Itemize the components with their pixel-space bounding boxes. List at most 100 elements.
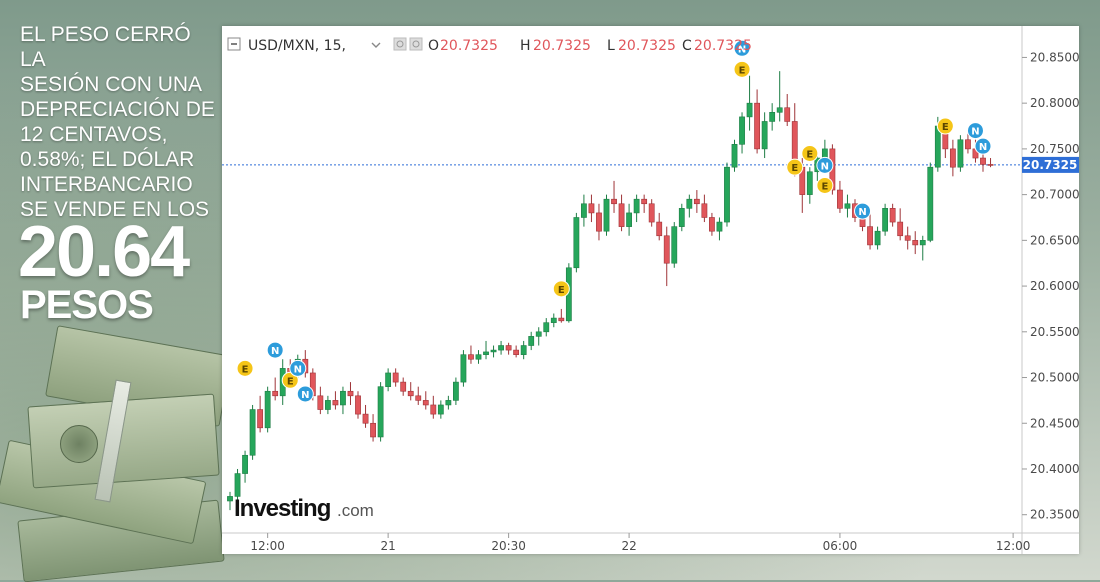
candle xyxy=(422,391,429,410)
price-tag-label: 20.7325 xyxy=(1023,158,1078,172)
candle xyxy=(249,404,256,460)
headline-line: INTERBANCARIO xyxy=(20,173,193,196)
candle xyxy=(355,391,361,419)
event-badge-circle xyxy=(816,156,834,174)
candle-body xyxy=(987,164,994,166)
candle xyxy=(678,203,685,232)
candle-body xyxy=(641,198,648,205)
candle-body xyxy=(475,354,482,360)
candle xyxy=(716,217,723,241)
candle xyxy=(837,180,843,213)
candle xyxy=(234,468,241,506)
event-badge-letter: E xyxy=(287,376,294,387)
candle xyxy=(498,340,504,355)
candle xyxy=(656,212,663,241)
event-badge-circle xyxy=(936,117,954,135)
news-event-badge[interactable]: N xyxy=(854,202,872,220)
candle xyxy=(889,203,896,227)
money-stack-illustration xyxy=(0,320,232,582)
candle xyxy=(392,368,399,387)
candle-body xyxy=(317,395,324,410)
candlestick-chart[interactable]: 20.3500 20.4000 20.4500 20.5000 20.5500 20.60… xyxy=(222,26,1079,554)
low-label: L xyxy=(607,38,615,54)
y-tick-label: 20.4000 xyxy=(1030,462,1079,476)
candle xyxy=(724,162,730,227)
news-event-badge[interactable]: N xyxy=(974,137,992,155)
candle xyxy=(987,158,994,168)
news-event-badge[interactable]: N xyxy=(966,122,984,140)
candle xyxy=(347,382,354,405)
open-label: O xyxy=(428,38,439,54)
candle xyxy=(490,345,497,358)
earnings-event-badge[interactable]: E xyxy=(733,60,751,78)
candle xyxy=(370,414,376,442)
candle-body xyxy=(626,212,632,227)
earnings-event-badge[interactable]: E xyxy=(816,176,834,194)
candle xyxy=(633,194,640,223)
candle xyxy=(874,226,881,250)
earnings-event-badge[interactable]: E xyxy=(936,117,954,135)
candle-body xyxy=(453,381,459,401)
y-tick-label: 20.3500 xyxy=(1030,508,1079,522)
candle-body xyxy=(927,166,934,241)
watermark-suffix: .com xyxy=(337,501,374,520)
candle xyxy=(581,194,587,227)
candle xyxy=(227,491,233,511)
candle-body xyxy=(392,372,399,383)
earnings-event-badge[interactable]: E xyxy=(801,144,819,162)
candle xyxy=(867,212,873,250)
event-badge-letter: N xyxy=(738,44,746,55)
candle xyxy=(445,395,452,410)
eye-icon[interactable] xyxy=(393,37,407,51)
candle xyxy=(535,327,542,346)
candle-body xyxy=(430,404,437,415)
close-label: C xyxy=(682,38,692,54)
headline-line: SE VENDE EN LOS xyxy=(20,198,210,221)
earnings-event-badge[interactable]: E xyxy=(236,359,254,377)
y-tick-label: 20.7000 xyxy=(1030,188,1079,202)
candle-body xyxy=(528,336,535,346)
news-event-badge[interactable]: N xyxy=(816,156,834,174)
candle-body xyxy=(709,217,715,232)
candle-body xyxy=(520,345,527,355)
news-event-badge[interactable]: N xyxy=(289,359,307,377)
candle-body xyxy=(581,203,587,218)
candle xyxy=(927,162,934,243)
candle xyxy=(437,400,444,419)
candle-body xyxy=(656,221,663,237)
candle xyxy=(746,75,753,131)
candle-body xyxy=(370,422,376,438)
earnings-event-badge[interactable]: E xyxy=(552,280,570,298)
candle-body xyxy=(965,139,971,150)
candle-body xyxy=(324,400,331,410)
high-value: 20.7325 xyxy=(533,38,591,54)
candle-body xyxy=(821,148,828,159)
event-badge-letter: N xyxy=(979,142,987,153)
y-tick-label: 20.4500 xyxy=(1030,416,1079,430)
event-badge-letter: N xyxy=(821,161,829,172)
candle xyxy=(453,377,459,405)
candle xyxy=(686,194,693,218)
x-tick-label: 22 xyxy=(621,539,636,553)
candle xyxy=(701,194,708,223)
candle xyxy=(340,386,346,415)
news-event-badge[interactable]: N xyxy=(296,385,314,403)
earnings-event-badge[interactable]: E xyxy=(786,158,804,176)
x-tick-label: 06:00 xyxy=(823,539,858,553)
candle-body xyxy=(633,198,640,214)
news-event-badge[interactable]: N xyxy=(266,341,284,359)
chart-legend: USD/MXN, 15, O 20.7325 H 20.7325 L 20.73… xyxy=(227,37,752,54)
candle xyxy=(400,377,407,396)
current-price-tag: 20.7325 xyxy=(1022,156,1079,173)
event-badge-circle xyxy=(266,341,284,359)
news-event-badge[interactable]: N xyxy=(733,39,751,57)
candle xyxy=(430,395,437,419)
gear-icon[interactable] xyxy=(409,37,423,51)
event-badge-letter: N xyxy=(271,346,279,357)
candle-body xyxy=(355,395,361,415)
event-badge-letter: E xyxy=(558,285,565,296)
chart-panel[interactable]: 20.3500 20.4000 20.4500 20.5000 20.5500 20.60… xyxy=(222,26,1079,554)
chevron-down-icon[interactable] xyxy=(371,42,381,48)
candle-body xyxy=(897,221,904,237)
